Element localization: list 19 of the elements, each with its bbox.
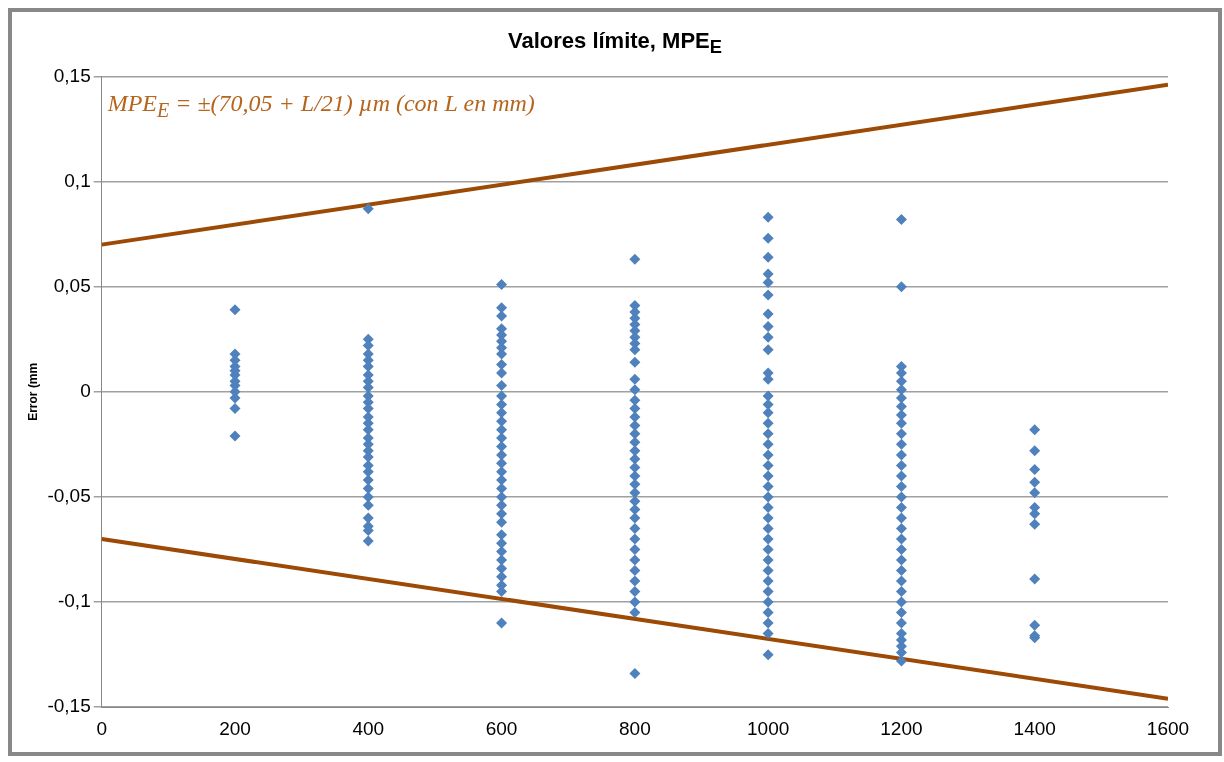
chart-title: Valores límite, MPE$_{E}$	[507, 27, 723, 60]
x-tick-label: 200	[219, 717, 251, 739]
x-tick-label: 800	[619, 717, 651, 739]
x-tick-label: 1000	[747, 717, 790, 739]
y-tick-label: 0,15	[53, 64, 91, 86]
x-tick-label: 1600	[1146, 717, 1190, 739]
x-tick-label: 1400	[1013, 717, 1056, 739]
x-tick-label: 400	[352, 717, 385, 739]
y-axis-title: Error (mm	[25, 362, 40, 421]
y-tick-label: 0	[80, 380, 91, 402]
annotation: MPE$_{E}$ = ±(70,05 + L/21) µm (con L en mm)	[107, 90, 535, 123]
x-tick-label: 0	[96, 717, 107, 739]
y-tick-label: -0,05	[47, 485, 91, 507]
y-tick-label: 0,05	[53, 274, 91, 296]
y-tick-label: -0,1	[57, 590, 91, 612]
y-tick-label: 0,1	[64, 169, 91, 191]
y-tick-label: -0,15	[47, 695, 91, 717]
x-tick-label: 1200	[880, 717, 923, 739]
x-tick-label: 600	[485, 717, 518, 739]
